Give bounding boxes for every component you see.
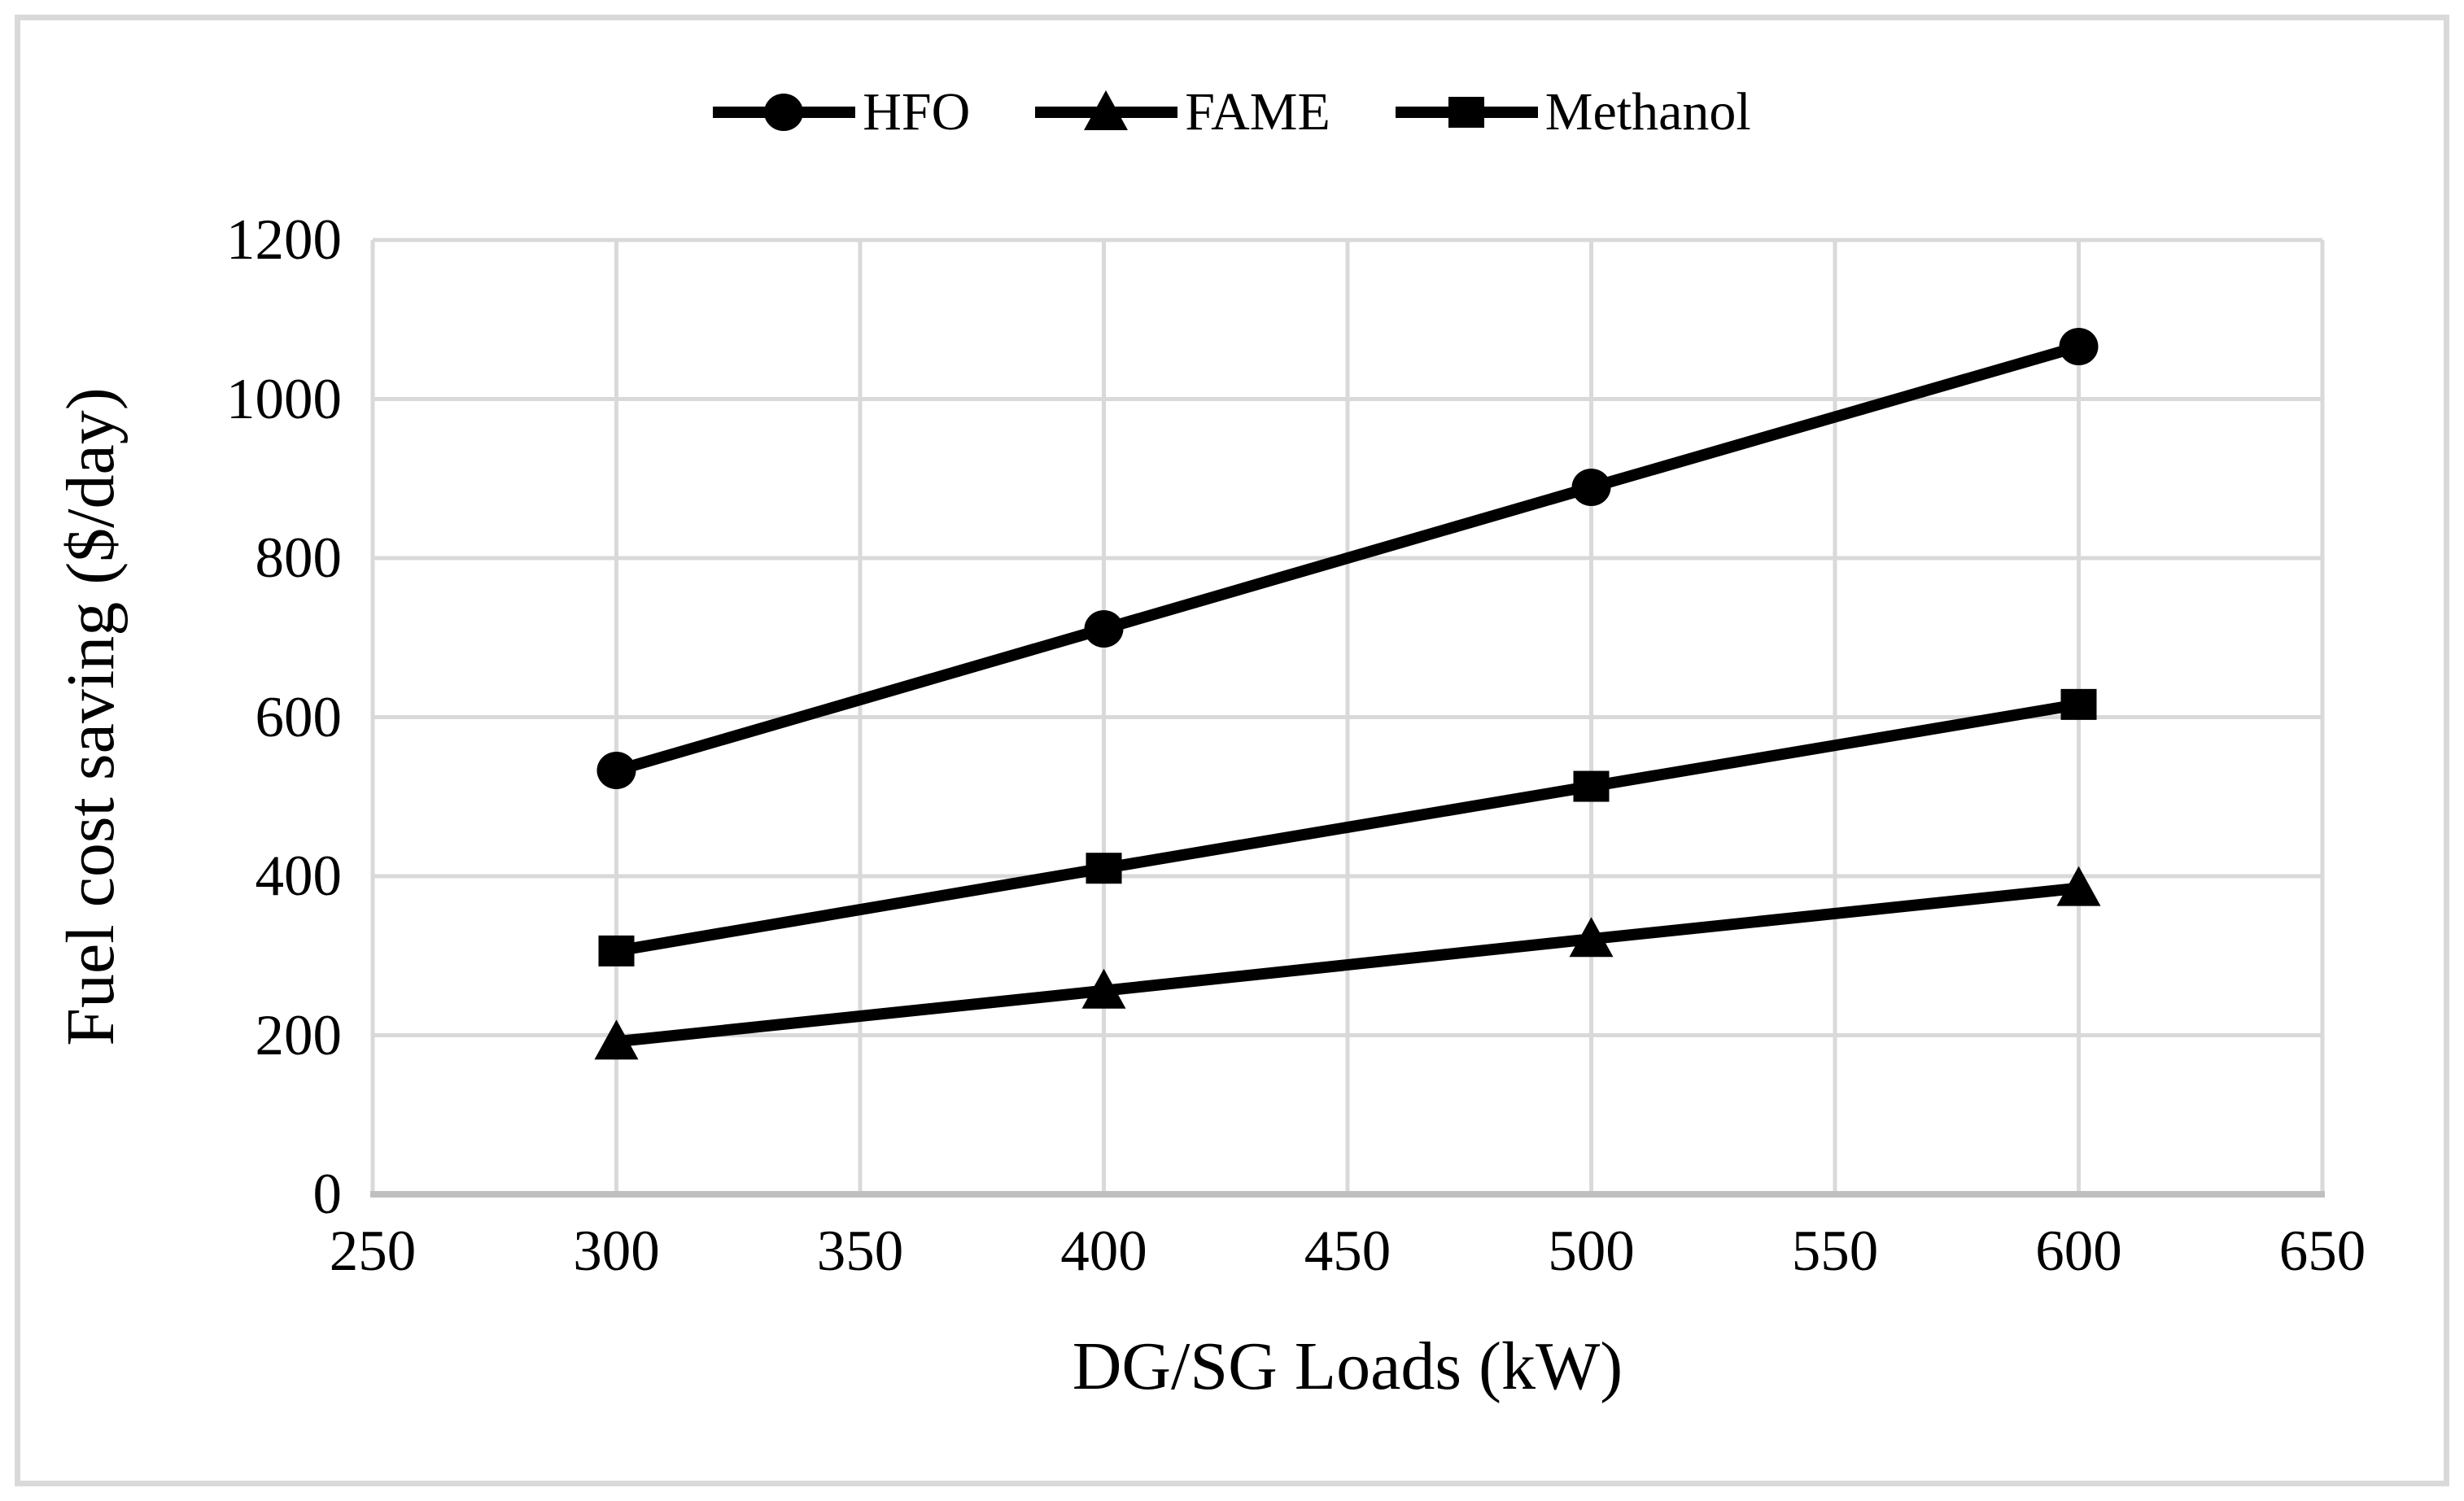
legend-label-methanol: Methanol [1544,82,1751,142]
y-tick-800: 800 [255,526,343,590]
legend-item-hfo: HFO [713,83,970,142]
marker-hfo-500 [1571,469,1611,507]
legend-marker-fame [1084,90,1129,130]
x-tick-400: 400 [1060,1220,1147,1283]
marker-methanol-300 [598,935,635,966]
marker-hfo-400 [1084,609,1124,648]
figure-border [15,15,2449,1486]
y-tick-1000: 1000 [226,367,342,431]
x-tick-450: 450 [1304,1220,1391,1283]
series-line-hfo [614,341,2081,776]
y-tick-1200: 1200 [226,208,342,272]
x-tick-300: 300 [573,1220,660,1283]
x-axis-title: DG/SG Loads (kW) [1072,1329,1623,1404]
marker-methanol-600 [2060,688,2097,720]
legend-item-methanol: Methanol [1395,82,1751,142]
marker-fame-300 [594,1019,639,1060]
legend-marker-hfo [764,94,804,131]
legend-circle-icon [713,94,856,131]
legend-square-icon [1395,97,1538,128]
marker-methanol-500 [1573,770,1610,802]
x-tick-600: 600 [2035,1220,2122,1283]
series-line-methanol [615,698,2080,957]
marker-fame-500 [1569,917,1614,958]
series-line-fame [615,882,2080,1048]
y-tick-0: 0 [312,1163,343,1226]
y-axis-title: Fuel cost saving ($/day) [53,387,129,1046]
legend-label-fame: FAME [1185,82,1330,142]
x-tick-650: 650 [2278,1220,2366,1283]
marker-methanol-400 [1086,853,1122,884]
x-tick-350: 350 [816,1220,904,1283]
x-tick-550: 550 [1791,1220,1879,1283]
marker-fame-400 [1081,968,1126,1009]
y-tick-600: 600 [255,685,343,749]
marker-fame-600 [2056,866,2101,906]
x-tick-500: 500 [1548,1220,1635,1283]
chart-legend: HFO FAME Methanol [0,83,2464,142]
x-tick-250: 250 [329,1220,417,1283]
y-tick-200: 200 [255,1003,343,1067]
marker-hfo-600 [2059,327,2099,365]
legend-triangle-icon [1035,90,1178,130]
marker-hfo-300 [596,751,636,789]
legend-item-fame: FAME [1035,83,1330,142]
legend-marker-methanol [1448,97,1484,128]
y-tick-400: 400 [255,844,343,908]
legend-label-hfo: HFO [863,82,971,142]
